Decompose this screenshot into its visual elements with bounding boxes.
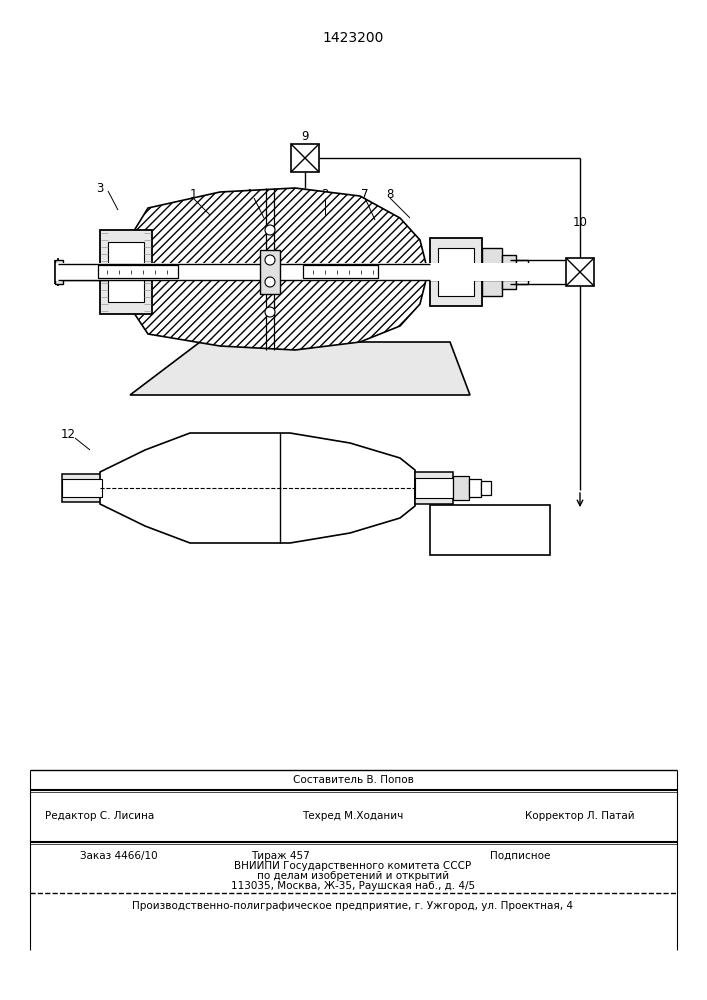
Bar xyxy=(482,248,502,296)
Bar xyxy=(291,144,319,172)
Bar xyxy=(415,478,453,498)
Ellipse shape xyxy=(97,266,103,278)
Text: 2: 2 xyxy=(321,188,329,200)
Bar xyxy=(62,474,102,502)
Text: 8: 8 xyxy=(386,188,394,200)
Bar xyxy=(469,479,481,497)
Text: ВНИИПИ Государственного комитета СССР: ВНИИПИ Государственного комитета СССР xyxy=(235,861,472,871)
Text: 12: 12 xyxy=(61,428,76,440)
Bar xyxy=(516,260,528,284)
Bar xyxy=(453,476,469,500)
Bar xyxy=(260,250,280,294)
Bar xyxy=(481,481,491,495)
Bar xyxy=(415,472,453,504)
Bar xyxy=(303,265,378,278)
Text: по делам изобретений и открытий: по делам изобретений и открытий xyxy=(257,871,449,881)
Polygon shape xyxy=(125,188,428,350)
Text: Редактор С. Лисина: Редактор С. Лисина xyxy=(45,811,155,821)
Text: Подписное: Подписное xyxy=(490,851,550,861)
Bar xyxy=(45,110,655,650)
Text: Тираж 457: Тираж 457 xyxy=(250,851,310,861)
Text: 6: 6 xyxy=(258,188,266,200)
Text: 11: 11 xyxy=(480,522,500,538)
Bar xyxy=(62,479,102,497)
Polygon shape xyxy=(100,433,415,543)
Polygon shape xyxy=(130,342,470,395)
Text: 1: 1 xyxy=(189,188,197,200)
Text: Корректор Л. Патай: Корректор Л. Патай xyxy=(525,811,635,821)
Text: 9: 9 xyxy=(301,130,309,143)
Bar xyxy=(430,505,550,555)
Ellipse shape xyxy=(265,255,275,265)
Ellipse shape xyxy=(372,266,378,278)
Text: Техред М.Ходанич: Техред М.Ходанич xyxy=(303,811,404,821)
Text: 1423200: 1423200 xyxy=(322,31,384,45)
Ellipse shape xyxy=(172,266,178,278)
Bar xyxy=(438,248,474,296)
Bar xyxy=(55,260,63,284)
Ellipse shape xyxy=(265,225,275,235)
Text: Заказ 4466/10: Заказ 4466/10 xyxy=(80,851,158,861)
Text: 10: 10 xyxy=(573,216,588,229)
Ellipse shape xyxy=(302,266,308,278)
Bar xyxy=(502,255,516,289)
Text: 7: 7 xyxy=(361,188,369,200)
Text: Составитель В. Попов: Составитель В. Попов xyxy=(293,775,414,785)
Bar xyxy=(100,230,152,314)
Text: Производственно-полиграфическое предприятие, г. Ужгород, ул. Проектная, 4: Производственно-полиграфическое предприя… xyxy=(132,901,573,911)
Text: 113035, Москва, Ж-35, Раушская наб., д. 4/5: 113035, Москва, Ж-35, Раушская наб., д. … xyxy=(231,881,475,891)
Ellipse shape xyxy=(265,307,275,317)
Text: 5: 5 xyxy=(274,188,281,200)
Text: 3: 3 xyxy=(96,182,104,194)
Bar xyxy=(566,258,594,286)
Bar xyxy=(108,242,144,302)
Bar xyxy=(98,265,178,278)
Bar xyxy=(430,238,482,306)
Bar xyxy=(55,263,655,281)
Ellipse shape xyxy=(265,277,275,287)
Text: 4: 4 xyxy=(244,188,252,200)
